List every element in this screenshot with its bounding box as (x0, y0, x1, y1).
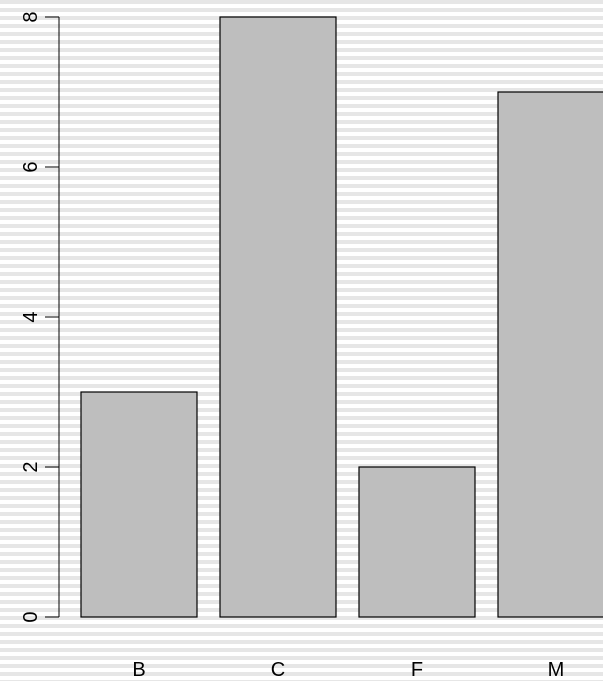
y-tick-label: 2 (20, 461, 42, 472)
x-category-label: C (271, 659, 285, 681)
bar-b (80, 391, 198, 618)
y-tick-label: 8 (20, 11, 42, 22)
bar-c (219, 16, 337, 618)
y-tick-label: 6 (20, 161, 42, 172)
y-tick-label: 0 (20, 611, 42, 622)
bars (80, 16, 603, 618)
y-tick-label: 4 (20, 311, 42, 322)
y-axis: 0 2 4 6 8 (20, 11, 60, 623)
x-category-label: B (132, 659, 145, 681)
x-category-label: F (411, 659, 423, 681)
bar-m (497, 91, 603, 618)
bar-f (358, 466, 476, 618)
x-category-label: M (548, 659, 565, 681)
